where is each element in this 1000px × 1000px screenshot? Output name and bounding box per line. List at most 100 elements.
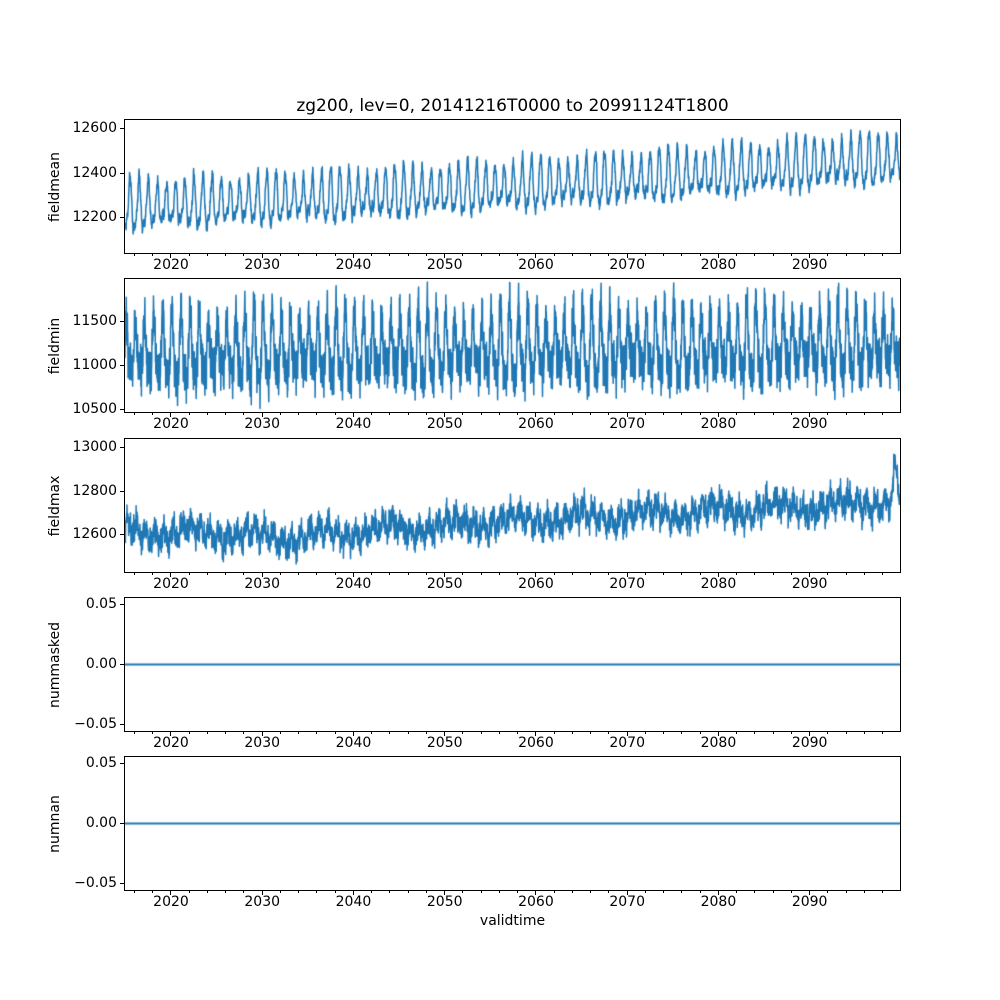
subplot-fieldmean: [124, 119, 901, 254]
x-minor-tick: [644, 732, 646, 734]
x-tick: [444, 732, 446, 736]
x-minor-tick: [334, 891, 336, 893]
x-minor-tick: [425, 413, 427, 415]
x-minor-tick: [863, 573, 865, 575]
y-tick: [120, 823, 124, 824]
x-minor-tick: [498, 254, 500, 256]
x-minor-tick: [152, 891, 154, 893]
y-tick-label: −0.05: [74, 875, 117, 892]
x-tick: [809, 413, 811, 417]
y-tick: [120, 447, 124, 449]
plot-line-canvas: [125, 279, 900, 412]
x-minor-tick: [845, 891, 847, 893]
x-minor-tick: [644, 413, 646, 415]
x-minor-tick: [243, 413, 245, 415]
x-minor-tick: [279, 732, 281, 734]
x-minor-tick: [316, 254, 318, 256]
x-tick: [444, 891, 446, 895]
x-minor-tick: [681, 254, 683, 256]
x-tick-label: 2090: [791, 894, 828, 910]
x-minor-tick: [188, 732, 190, 734]
x-tick-label: 2040: [335, 576, 372, 592]
x-tick-label: 2050: [426, 735, 463, 751]
x-minor-tick: [736, 573, 738, 575]
x-minor-tick: [571, 573, 573, 575]
x-tick: [809, 891, 811, 895]
x-minor-tick: [462, 732, 464, 734]
x-minor-tick: [425, 891, 427, 893]
x-tick-label: 2060: [518, 894, 554, 910]
x-minor-tick: [699, 891, 701, 893]
x-tick-label: 2020: [153, 576, 189, 592]
x-tick: [809, 573, 811, 577]
x-minor-tick: [790, 413, 792, 415]
x-minor-tick: [243, 254, 245, 256]
x-minor-tick: [772, 891, 774, 893]
y-tick: [120, 490, 124, 492]
x-minor-tick: [480, 573, 482, 575]
x-minor-tick: [188, 254, 190, 256]
x-minor-tick: [316, 413, 318, 415]
x-tick-label: 2050: [426, 257, 463, 273]
plot-line-canvas: [125, 120, 900, 253]
x-tick: [717, 573, 719, 577]
x-minor-tick: [225, 413, 227, 415]
x-minor-tick: [407, 573, 409, 575]
y-tick-label: 12800: [72, 482, 117, 499]
x-tick: [809, 732, 811, 736]
x-tick: [352, 413, 354, 417]
x-minor-tick: [845, 254, 847, 256]
x-tick-label: 2030: [244, 735, 281, 751]
x-axis-label: validtime: [479, 913, 546, 929]
y-tick-label: 10500: [72, 400, 117, 417]
x-minor-tick: [827, 413, 829, 415]
x-tick: [444, 573, 446, 577]
x-tick-label: 2070: [609, 257, 646, 273]
x-minor-tick: [608, 732, 610, 734]
x-minor-tick: [517, 891, 519, 893]
x-minor-tick: [498, 732, 500, 734]
x-minor-tick: [389, 413, 391, 415]
x-tick: [352, 573, 354, 577]
x-minor-tick: [389, 891, 391, 893]
x-minor-tick: [371, 573, 373, 575]
x-tick-label: 2030: [244, 576, 281, 592]
x-minor-tick: [608, 891, 610, 893]
x-tick: [626, 413, 628, 417]
x-minor-tick: [736, 254, 738, 256]
x-minor-tick: [827, 732, 829, 734]
x-minor-tick: [334, 732, 336, 734]
x-minor-tick: [407, 891, 409, 893]
x-minor-tick: [298, 891, 300, 893]
x-minor-tick: [590, 891, 592, 893]
x-tick-label: 2080: [700, 576, 737, 592]
x-tick: [535, 891, 537, 895]
x-minor-tick: [827, 891, 829, 893]
x-minor-tick: [298, 573, 300, 575]
x-minor-tick: [133, 254, 135, 256]
x-minor-tick: [316, 732, 318, 734]
x-tick-label: 2020: [153, 894, 189, 910]
x-minor-tick: [571, 891, 573, 893]
x-minor-tick: [754, 254, 756, 256]
x-tick-label: 2090: [791, 257, 828, 273]
x-minor-tick: [188, 413, 190, 415]
y-tick-label: 11500: [72, 313, 117, 330]
x-minor-tick: [407, 254, 409, 256]
x-minor-tick: [298, 254, 300, 256]
x-tick: [535, 254, 537, 258]
x-tick-label: 2030: [244, 257, 281, 273]
x-minor-tick: [790, 732, 792, 734]
x-tick: [170, 254, 172, 258]
x-minor-tick: [498, 413, 500, 415]
x-minor-tick: [480, 891, 482, 893]
x-minor-tick: [133, 413, 135, 415]
x-minor-tick: [316, 891, 318, 893]
x-tick-label: 2090: [791, 576, 828, 592]
x-minor-tick: [133, 891, 135, 893]
x-minor-tick: [608, 254, 610, 256]
x-minor-tick: [517, 732, 519, 734]
x-minor-tick: [425, 254, 427, 256]
x-minor-tick: [371, 732, 373, 734]
x-minor-tick: [590, 254, 592, 256]
